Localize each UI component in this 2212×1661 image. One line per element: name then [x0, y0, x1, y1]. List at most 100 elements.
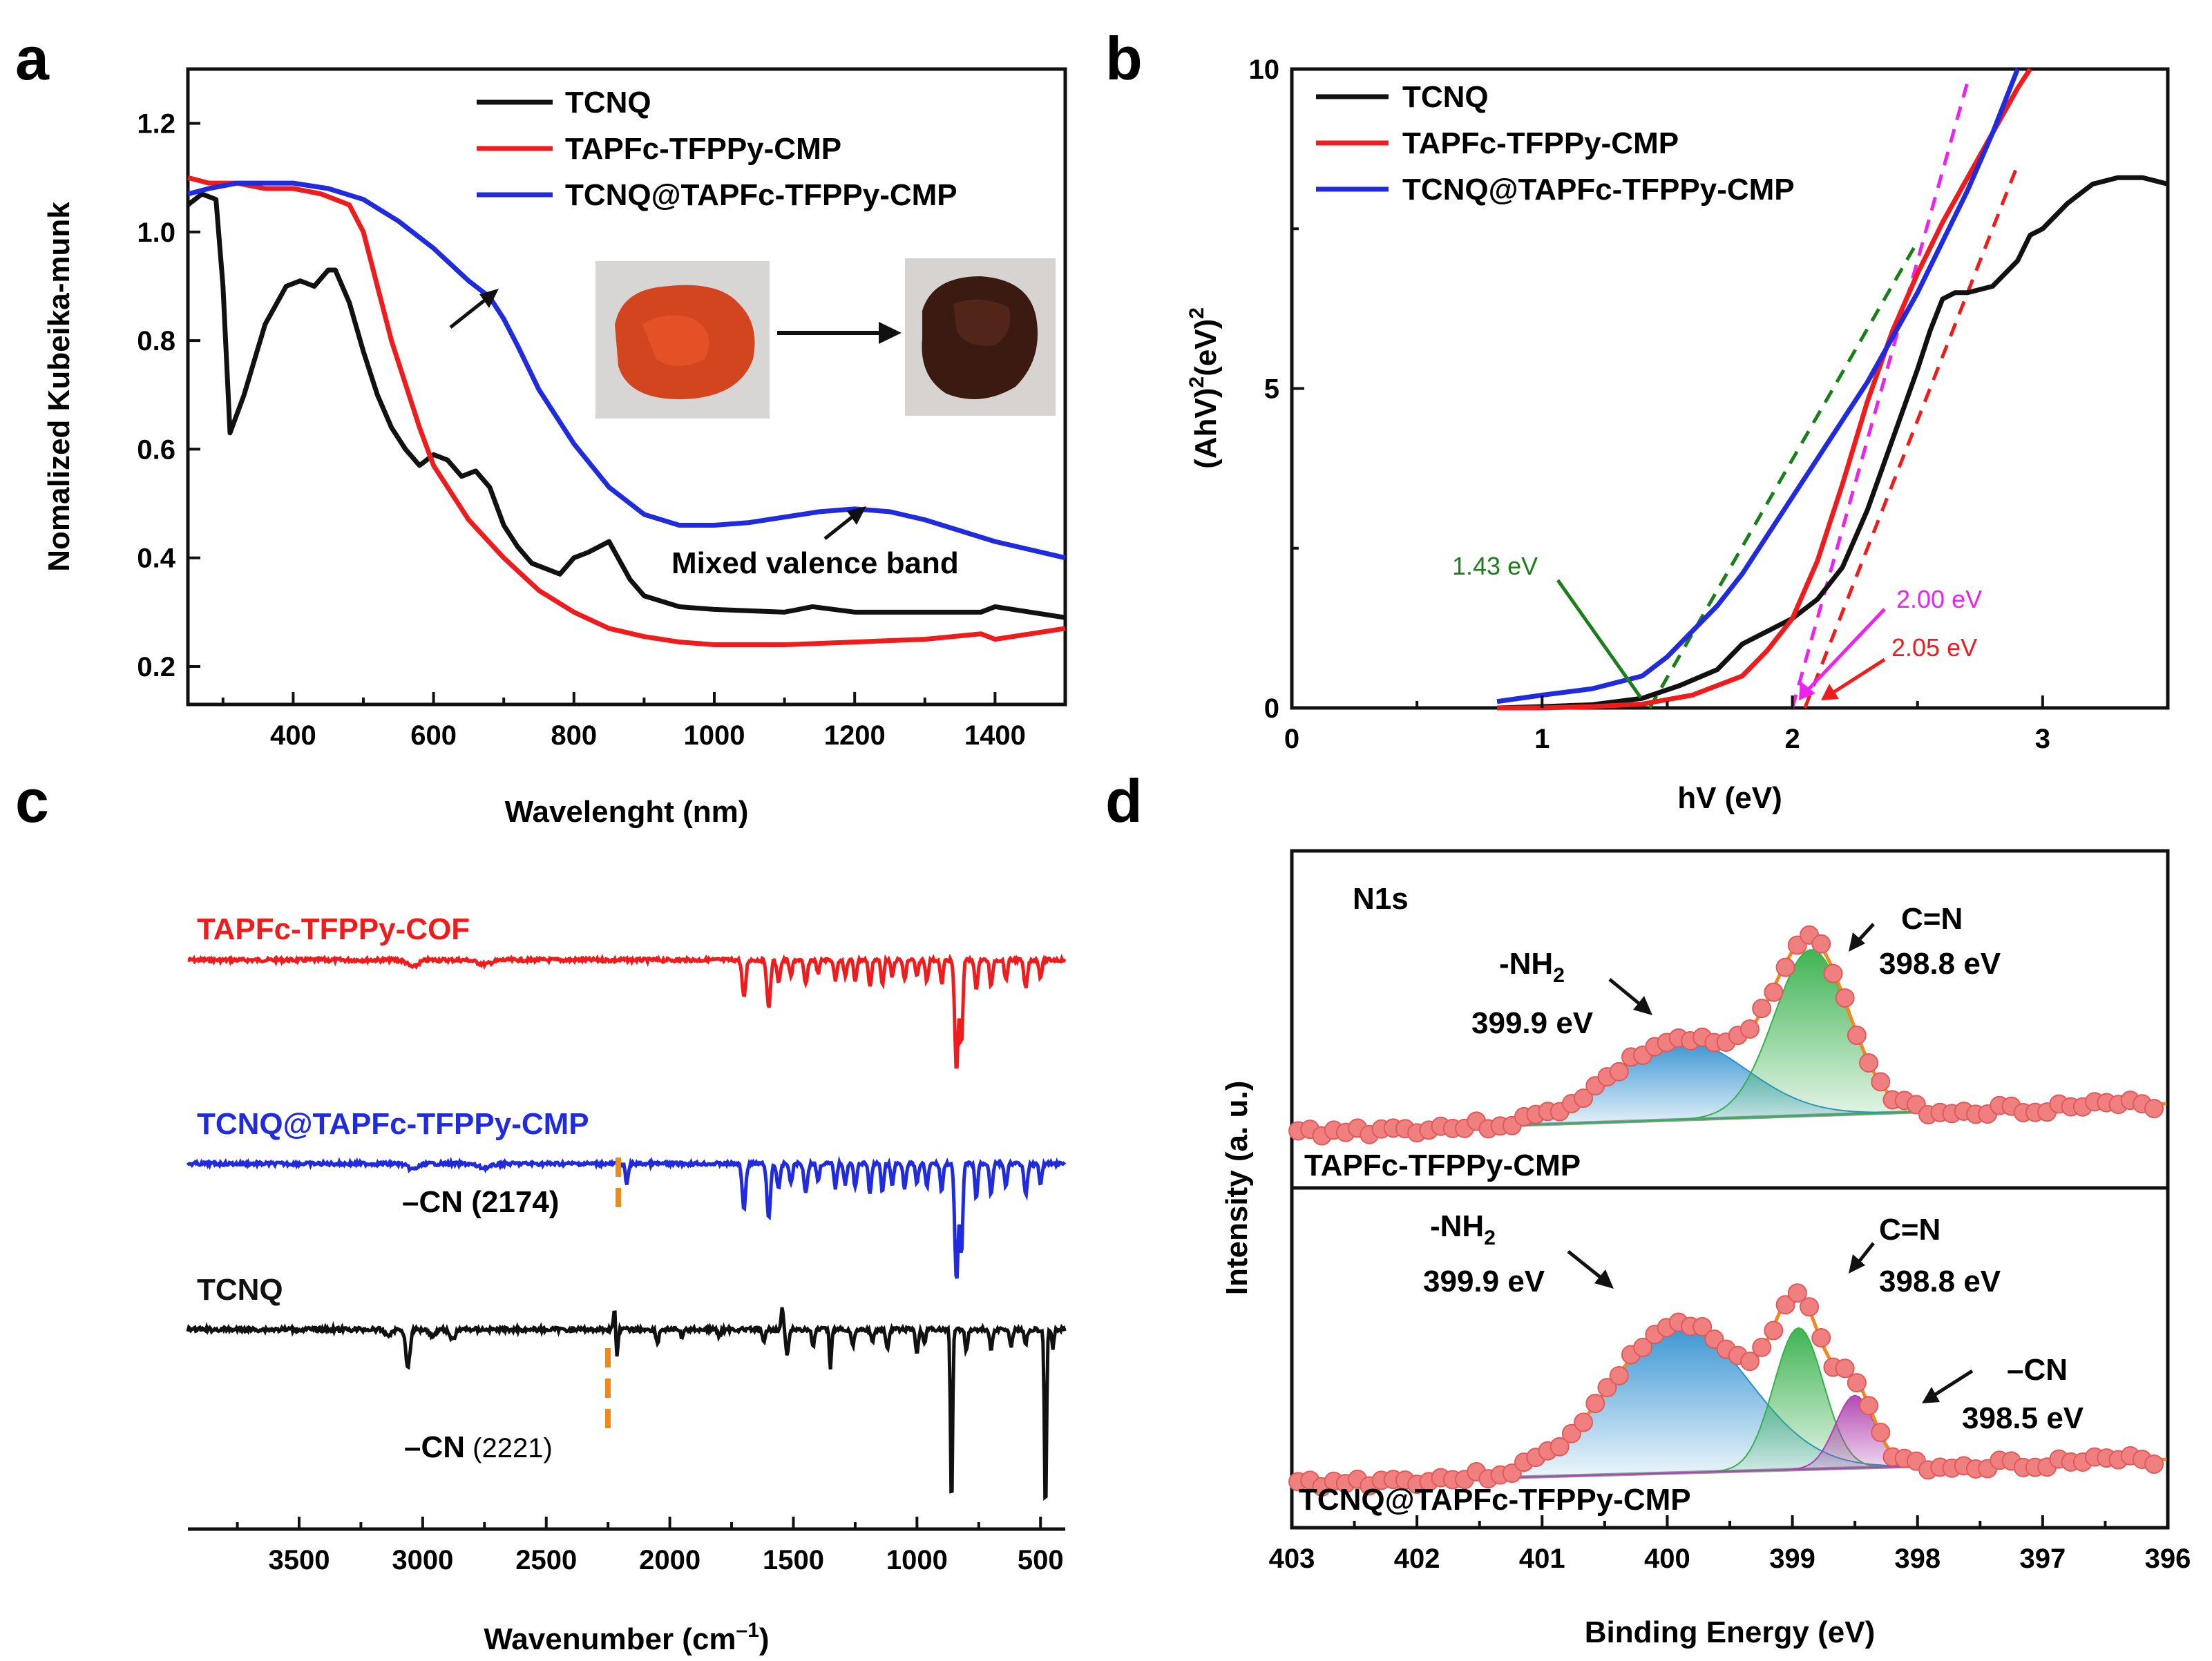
top-data-point: [1574, 1088, 1594, 1108]
panel-b-xtick-label: 0: [1284, 724, 1299, 754]
panel-a: a 400 600 800 1000 1200 1400 0.2 0.4 0.6 0.8 1.0 1.…: [15, 24, 1067, 829]
panel-d-peaks: [1288, 925, 2167, 1497]
bottom-nh2-arrowhead: [1594, 1269, 1614, 1289]
brown-powder-highlight: [953, 299, 1011, 346]
panel-c-spectrum-tcnq-cmp: [186, 1155, 1067, 1279]
panel-a-legend-cmp: TAPFc-TFPPy-CMP: [565, 132, 841, 166]
panel-c-spectrum-cof: [187, 953, 1067, 1069]
mixed-valence-band-label: Mixed valence band: [671, 546, 959, 580]
panel-c: c 3500 3000 2500 2000 1500 1000 500 Wavenumber…: [15, 767, 1067, 1656]
panel-c-xtick-label: 1500: [763, 1545, 824, 1575]
panel-a-series-tcnq-tapfc-tfppy-cmp: [187, 180, 1066, 561]
panel-b-series-tapfc-tfppy-cmp: [1497, 68, 2032, 711]
panel-c-xtick-label: 3500: [268, 1545, 330, 1575]
panel-b: b 0 1 2 3 0 5 10 hV (eV) (AhV)2(eV)2 TCNQ TAPF…: [1105, 24, 2170, 815]
top-data-point: [1823, 963, 1843, 983]
panel-a-legend-tcnq: TCNQ: [565, 86, 651, 119]
bottom-ccn-arrowhead: [1922, 1387, 1940, 1403]
bottom-ccn-energy: 398.5 eV: [1962, 1401, 2084, 1435]
bottom-data-point: [1752, 1337, 1772, 1357]
panel-d-xtick-label: 396: [2145, 1544, 2191, 1574]
top-data-point: [1739, 1019, 1760, 1039]
bottom-data-point: [1550, 1437, 1570, 1457]
panel-a-series-tapfc-tfppy-cmp: [187, 175, 1066, 648]
bandgap-arrow-200: [1806, 608, 1886, 692]
panel-a-legend-tcnq-cmp: TCNQ@TAPFc-TFPPy-CMP: [565, 178, 957, 212]
panel-b-ticks: 0 1 2 3 0 5 10: [1249, 55, 2169, 754]
panel-b-xlabel: hV (eV): [1677, 781, 1782, 815]
top-sample-label: TAPFc-TFPPy-CMP: [1304, 1149, 1581, 1182]
bottom-cn-arrowhead: [1849, 1254, 1865, 1274]
color-change-arrowhead: [879, 322, 902, 344]
panel-b-fit-line-1: [1648, 240, 1919, 709]
bottom-data-point: [1764, 1321, 1784, 1341]
n1s-label: N1s: [1353, 882, 1409, 916]
panel-d-xtick-label: 401: [1519, 1544, 1565, 1574]
panel-a-ytick-label: 1.0: [137, 218, 175, 248]
bottom-data-point: [1561, 1423, 1581, 1443]
panel-d-letter: d: [1105, 767, 1143, 835]
top-nh2-energy: 399.9 eV: [1471, 1006, 1594, 1040]
panel-d-xtick-label: 403: [1269, 1544, 1315, 1574]
bottom-nh2-label: -NH2: [1430, 1209, 1496, 1249]
panel-b-xtick-label: 1: [1534, 724, 1550, 754]
panel-c-spectrum-tcnq: [186, 1307, 1067, 1501]
spectrum-label-tcnq-cmp: TCNQ@TAPFc-TFPPy-CMP: [197, 1107, 589, 1141]
panel-b-ytick-label: 5: [1264, 374, 1279, 405]
panel-a-xtick-label: 400: [270, 720, 316, 751]
bottom-data-point: [1800, 1297, 1820, 1317]
bottom-data-point: [1859, 1396, 1879, 1416]
panel-a-series-tcnq: [186, 191, 1066, 620]
orange-powder-highlight: [642, 315, 709, 366]
panel-b-ytick-label: 10: [1249, 55, 1280, 85]
panel-d-xtick-label: 397: [2019, 1544, 2066, 1574]
spectrum-label-tcnq: TCNQ: [197, 1273, 283, 1307]
panel-a-ylabel: Nomalized Kubeika-munk: [42, 202, 76, 572]
panel-b-legend-tcnq: TCNQ: [1402, 80, 1489, 114]
bandgap-arrowhead-205: [1821, 684, 1839, 700]
bottom-sample-label: TCNQ@TAPFc-TFPPy-CMP: [1299, 1483, 1691, 1517]
bottom-data-point: [2144, 1454, 2164, 1475]
bottom-ccn-arrow: [1933, 1369, 1974, 1397]
top-data-point: [1609, 1062, 1629, 1082]
bottom-data-point: [1847, 1373, 1867, 1393]
panel-b-xtick-label: 3: [2035, 724, 2050, 754]
panel-c-xtick-label: 2500: [515, 1545, 577, 1575]
panel-a-xtick-label: 800: [551, 720, 597, 751]
panel-b-xtick-label: 2: [1784, 724, 1800, 754]
bottom-ccn-label: –CN: [2007, 1353, 2068, 1387]
bottom-cn-label: C=N: [1879, 1213, 1941, 1247]
panel-a-xlabel: Wavelenght (nm): [505, 795, 749, 829]
panel-b-legend-tcnq-cmp: TCNQ@TAPFc-TFPPy-CMP: [1402, 173, 1795, 207]
top-data-point: [1811, 934, 1831, 954]
panel-c-ticks: 3500 3000 2500 2000 1500 1000 500: [236, 1517, 1064, 1575]
panel-c-series: [186, 953, 1067, 1501]
top-data-point: [1871, 1072, 1891, 1092]
panel-a-series: [186, 175, 1066, 648]
panel-d-ticks: 403 402 401 400 399 398 397 396: [1269, 1515, 2191, 1574]
panel-b-series-tcnq: [1496, 175, 2168, 711]
panel-c-xtick-label: 1000: [886, 1545, 948, 1575]
bottom-data-point: [1502, 1463, 1522, 1484]
panel-b-frame: [1290, 67, 2170, 710]
panel-b-ytick-label: 0: [1264, 693, 1279, 724]
panel-d-xtick-label: 398: [1894, 1544, 1941, 1574]
top-cn-label: C=N: [1901, 902, 1963, 936]
panel-a-ytick-label: 0.4: [137, 544, 175, 574]
top-data-point: [2144, 1099, 2164, 1119]
panel-d-xtick-label: 400: [1644, 1544, 1690, 1574]
panel-a-xtick-label: 1400: [964, 720, 1026, 751]
bandgap-arrowhead-200: [1799, 681, 1815, 700]
bandgap-label-200: 2.00 eV: [1896, 585, 1982, 613]
top-data-point: [1835, 988, 1855, 1008]
panel-d-xlabel: Binding Energy (eV): [1585, 1615, 1875, 1649]
bandgap-arrow-205: [1829, 657, 1886, 696]
bottom-data-point: [1597, 1378, 1617, 1398]
panel-b-legend-cmp: TAPFc-TFPPy-CMP: [1402, 126, 1679, 160]
bottom-data-point: [1835, 1358, 1855, 1379]
panel-d-xtick-label: 402: [1394, 1544, 1440, 1574]
panel-b-letter: b: [1105, 24, 1143, 93]
top-nh2-arrow: [1608, 978, 1642, 1006]
bottom-data-point: [1609, 1366, 1629, 1386]
panel-a-arrow-mvb: [823, 513, 857, 540]
